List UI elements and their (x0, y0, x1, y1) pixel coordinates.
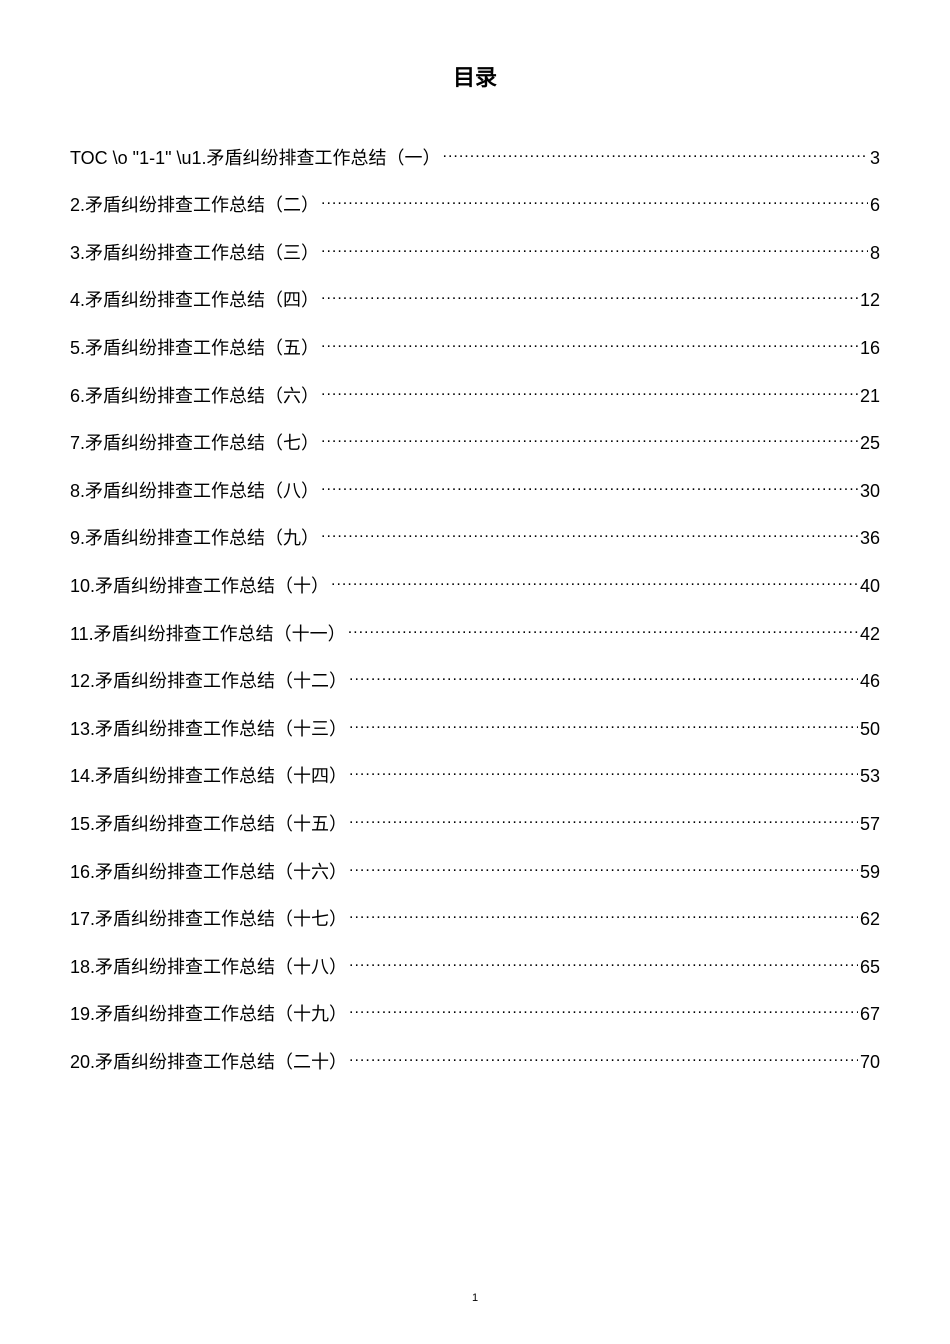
toc-entry-label: 12.矛盾纠纷排查工作总结（十二） (70, 667, 347, 693)
toc-entry-label: 15.矛盾纠纷排查工作总结（十五） (70, 810, 347, 836)
toc-entry: 16.矛盾纠纷排查工作总结（十六） 59 (70, 856, 880, 884)
toc-entry-page: 57 (860, 814, 880, 835)
toc-entry-label: TOC \o "1-1" \u1.矛盾纠纷排查工作总结（一） (70, 144, 441, 170)
toc-entry-label: 2.矛盾纠纷排查工作总结（二） (70, 191, 319, 217)
document-page: 目录 TOC \o "1-1" \u1.矛盾纠纷排查工作总结（一） 3 2.矛盾… (0, 0, 950, 1154)
toc-leader-dots (321, 523, 858, 545)
toc-entry-label: 3.矛盾纠纷排查工作总结（三） (70, 239, 319, 265)
toc-entry: 18.矛盾纠纷排查工作总结（十八） 65 (70, 951, 880, 979)
toc-entry-page: 53 (860, 766, 880, 787)
page-title: 目录 (70, 60, 880, 92)
toc-entry: 15.矛盾纠纷排查工作总结（十五） 57 (70, 808, 880, 836)
toc-entry-text: 1.矛盾纠纷排查工作总结（一） (192, 148, 441, 168)
toc-entry-page: 6 (870, 195, 880, 216)
toc-entry: 8.矛盾纠纷排查工作总结（八） 30 (70, 475, 880, 503)
toc-leader-dots (321, 475, 858, 497)
toc-leader-dots (321, 428, 858, 450)
toc-entry-page: 8 (870, 243, 880, 264)
toc-entry-page: 46 (860, 671, 880, 692)
toc-entry: 19.矛盾纠纷排查工作总结（十九） 67 (70, 999, 880, 1027)
toc-entry-label: 19.矛盾纠纷排查工作总结（十九） (70, 1000, 347, 1026)
toc-entry: 6.矛盾纠纷排查工作总结（六） 21 (70, 380, 880, 408)
toc-entry: 20.矛盾纠纷排查工作总结（二十） 70 (70, 1046, 880, 1074)
toc-leader-dots (349, 951, 858, 973)
toc-leader-dots (349, 1046, 858, 1068)
toc-entry: 10.矛盾纠纷排查工作总结（十） 40 (70, 570, 880, 598)
toc-entry-label: 17.矛盾纠纷排查工作总结（十七） (70, 905, 347, 931)
toc-entry-page: 3 (870, 148, 880, 169)
toc-leader-dots (349, 808, 858, 830)
toc-entry: 13.矛盾纠纷排查工作总结（十三） 50 (70, 713, 880, 741)
toc-entry-page: 67 (860, 1004, 880, 1025)
page-number: 1 (0, 1292, 950, 1304)
toc-entry-page: 25 (860, 433, 880, 454)
toc-leader-dots (348, 618, 858, 640)
toc-leader-dots (349, 761, 858, 783)
toc-leader-dots (321, 332, 858, 354)
toc-entry: 3.矛盾纠纷排查工作总结（三） 8 (70, 237, 880, 265)
toc-entry: 14.矛盾纠纷排查工作总结（十四） 53 (70, 761, 880, 789)
toc-entry-label: 13.矛盾纠纷排查工作总结（十三） (70, 715, 347, 741)
toc-entry: 12.矛盾纠纷排查工作总结（十二） 46 (70, 666, 880, 694)
toc-entry-page: 50 (860, 719, 880, 740)
toc-entry: 17.矛盾纠纷排查工作总结（十七） 62 (70, 904, 880, 932)
toc-leader-dots (349, 856, 858, 878)
toc-leader-dots (321, 237, 868, 259)
toc-leader-dots (349, 713, 858, 735)
toc-entry-label: 8.矛盾纠纷排查工作总结（八） (70, 477, 319, 503)
toc-entry-page: 16 (860, 338, 880, 359)
toc-entry-page: 42 (860, 624, 880, 645)
toc-leader-dots (349, 666, 858, 688)
toc-leader-dots (321, 380, 858, 402)
toc-entry-page: 30 (860, 481, 880, 502)
table-of-contents: TOC \o "1-1" \u1.矛盾纠纷排查工作总结（一） 3 2.矛盾纠纷排… (70, 142, 880, 1074)
toc-field-code: TOC \o "1-1" \u (70, 148, 192, 168)
toc-entry-page: 21 (860, 386, 880, 407)
toc-entry-page: 36 (860, 528, 880, 549)
toc-entry-page: 70 (860, 1052, 880, 1073)
toc-leader-dots (349, 999, 858, 1021)
toc-entry-label: 4.矛盾纠纷排查工作总结（四） (70, 286, 319, 312)
toc-entry: TOC \o "1-1" \u1.矛盾纠纷排查工作总结（一） 3 (70, 142, 880, 170)
toc-entry: 11.矛盾纠纷排查工作总结（十一） 42 (70, 618, 880, 646)
toc-entry-page: 40 (860, 576, 880, 597)
toc-entry-label: 6.矛盾纠纷排查工作总结（六） (70, 382, 319, 408)
toc-leader-dots (349, 904, 858, 926)
toc-entry-label: 9.矛盾纠纷排查工作总结（九） (70, 524, 319, 550)
toc-entry-page: 59 (860, 862, 880, 883)
toc-entry-label: 16.矛盾纠纷排查工作总结（十六） (70, 858, 347, 884)
toc-entry: 9.矛盾纠纷排查工作总结（九） 36 (70, 523, 880, 551)
toc-entry-page: 65 (860, 957, 880, 978)
toc-leader-dots (321, 190, 868, 212)
toc-entry-label: 7.矛盾纠纷排查工作总结（七） (70, 429, 319, 455)
toc-entry-page: 62 (860, 909, 880, 930)
toc-entry-label: 5.矛盾纠纷排查工作总结（五） (70, 334, 319, 360)
toc-entry: 2.矛盾纠纷排查工作总结（二） 6 (70, 190, 880, 218)
toc-leader-dots (443, 142, 868, 164)
toc-entry: 7.矛盾纠纷排查工作总结（七） 25 (70, 428, 880, 456)
toc-entry-label: 20.矛盾纠纷排查工作总结（二十） (70, 1048, 347, 1074)
toc-entry-page: 12 (860, 290, 880, 311)
toc-entry: 4.矛盾纠纷排查工作总结（四） 12 (70, 285, 880, 313)
toc-entry-label: 11.矛盾纠纷排查工作总结（十一） (70, 620, 346, 646)
toc-entry-label: 14.矛盾纠纷排查工作总结（十四） (70, 762, 347, 788)
toc-entry-label: 18.矛盾纠纷排查工作总结（十八） (70, 953, 347, 979)
toc-entry: 5.矛盾纠纷排查工作总结（五） 16 (70, 332, 880, 360)
toc-entry-label: 10.矛盾纠纷排查工作总结（十） (70, 572, 329, 598)
toc-leader-dots (321, 285, 858, 307)
toc-leader-dots (331, 570, 858, 592)
